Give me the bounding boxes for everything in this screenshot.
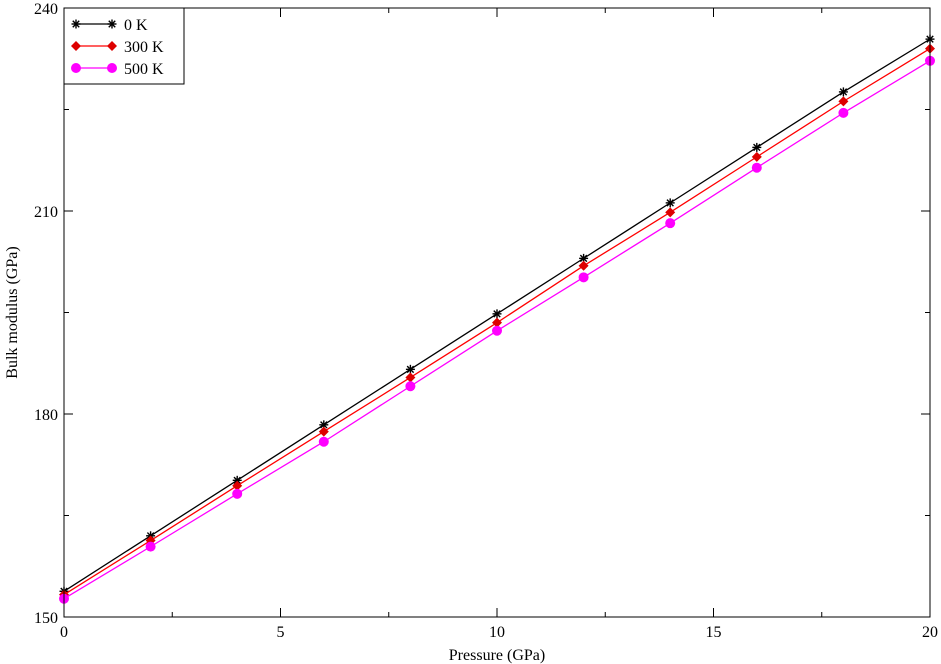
legend-marker	[71, 19, 81, 29]
x-tick-label: 10	[489, 624, 505, 641]
data-point	[232, 488, 243, 499]
legend-marker	[107, 41, 117, 51]
data-point	[665, 198, 675, 208]
legend-label: 300 K	[124, 39, 164, 56]
data-point	[405, 372, 416, 383]
y-tick-label: 240	[34, 1, 58, 18]
minor-ticks	[64, 8, 930, 617]
data-point	[405, 381, 416, 392]
legend-marker	[71, 41, 81, 51]
plot-frame	[63, 7, 931, 618]
legend-item: 300 K	[71, 39, 164, 56]
data-point	[492, 325, 502, 336]
legend-marker	[107, 63, 117, 73]
series-1	[59, 43, 935, 600]
asterisk-stroke	[493, 310, 501, 318]
data-point	[145, 541, 156, 552]
legend-label: 0 K	[124, 17, 148, 34]
asterisk-stroke	[666, 199, 674, 207]
x-tick-label: 5	[277, 624, 285, 641]
tick-labels: 0 5 10 15 20 150 180 210 240	[34, 1, 938, 641]
data-point	[578, 260, 589, 271]
data-point	[751, 162, 762, 173]
x-tick-label: 0	[60, 624, 68, 641]
y-tick-label: 150	[34, 610, 58, 627]
series-0	[59, 34, 935, 596]
data-point	[665, 218, 676, 229]
data-point	[318, 426, 329, 437]
y-tick-label: 180	[34, 407, 58, 424]
legend-marker	[71, 63, 81, 73]
legend: 0 K 300 K 500 K	[63, 7, 185, 85]
x-tick-label: 20	[922, 624, 938, 641]
asterisk-stroke	[579, 254, 588, 263]
legend-item: 0 K	[71, 17, 148, 34]
data-point	[318, 436, 329, 447]
data-point	[492, 317, 502, 328]
legend-marker	[107, 19, 117, 29]
data-point	[838, 107, 849, 118]
data-point	[838, 87, 848, 97]
data-point	[232, 480, 243, 491]
x-tick-label: 15	[706, 624, 722, 641]
series-layer	[59, 34, 935, 604]
legend-item: 500 K	[71, 61, 164, 78]
data-point	[578, 272, 589, 283]
data-point	[579, 253, 589, 263]
asterisk-stroke	[406, 365, 415, 374]
asterisk-stroke	[233, 476, 241, 485]
x-axis-title: Pressure (GPa)	[449, 647, 545, 664]
data-point	[405, 364, 415, 374]
data-point	[492, 309, 502, 319]
asterisk-stroke	[839, 88, 848, 96]
series-2	[59, 55, 935, 604]
y-axis-title: Bulk modulus (GPa)	[4, 246, 21, 378]
data-point	[665, 207, 676, 218]
asterisk-stroke	[72, 20, 80, 28]
data-point	[838, 96, 849, 107]
data-point	[751, 151, 762, 162]
data-point	[752, 142, 762, 152]
y-tick-label: 210	[34, 204, 58, 221]
legend-label: 500 K	[124, 61, 164, 78]
asterisk-stroke	[753, 143, 761, 152]
asterisk-stroke	[320, 421, 328, 429]
asterisk-stroke	[108, 20, 116, 28]
